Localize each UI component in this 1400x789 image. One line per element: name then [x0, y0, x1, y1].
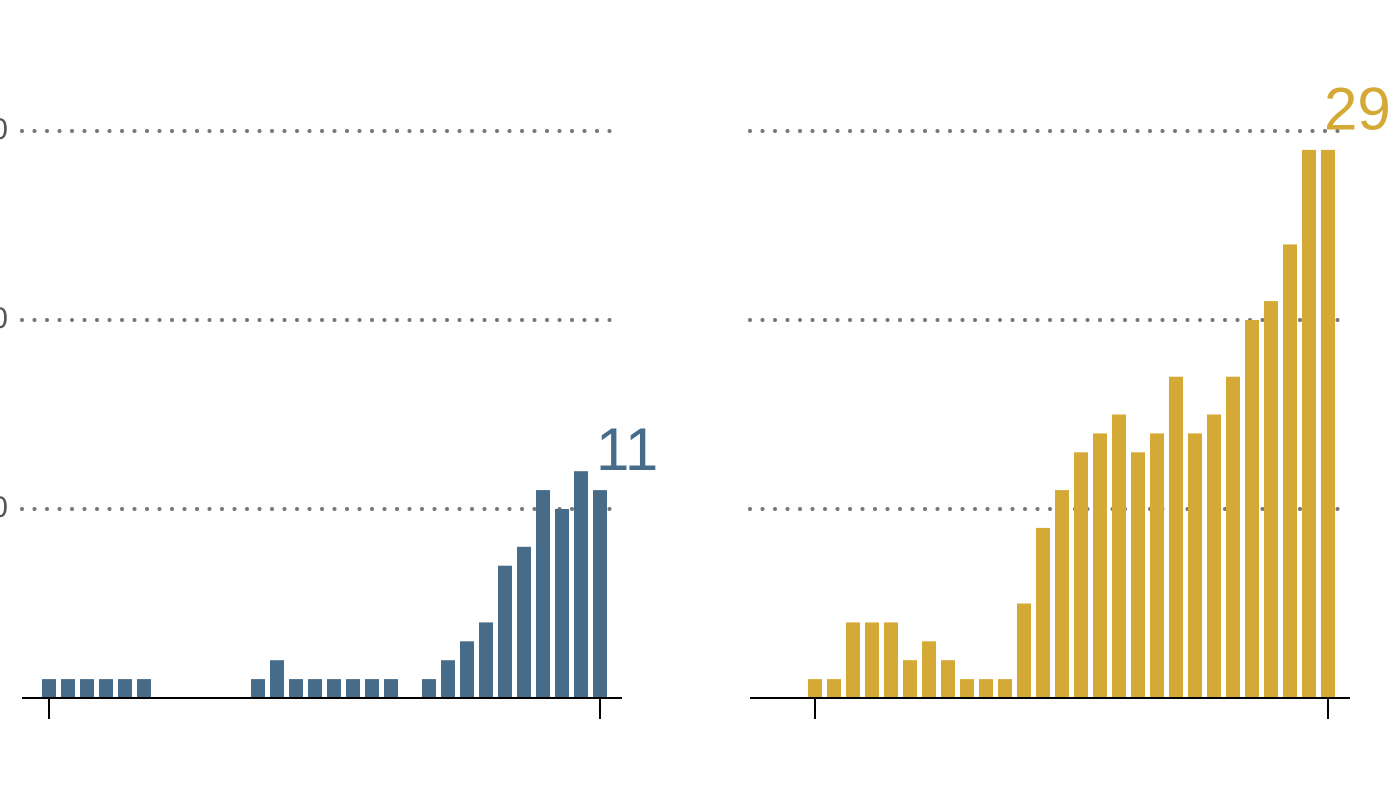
- bar: [941, 660, 955, 698]
- bar: [1036, 527, 1050, 698]
- bar: [61, 679, 75, 698]
- bar: [1264, 301, 1278, 698]
- bar: [922, 641, 936, 698]
- bar: [42, 679, 56, 698]
- value-label: 11: [596, 416, 658, 483]
- bar: [536, 490, 550, 698]
- bar: [479, 622, 493, 698]
- bar: [960, 679, 974, 698]
- bar: [441, 660, 455, 698]
- bar: [979, 679, 993, 698]
- bar: [1245, 320, 1259, 698]
- bar: [270, 660, 284, 698]
- bar: [1131, 452, 1145, 698]
- bar: [884, 622, 898, 698]
- bar: [1302, 149, 1316, 698]
- bar: [99, 679, 113, 698]
- bar: [1226, 376, 1240, 698]
- bar: [865, 622, 879, 698]
- bar: [1055, 490, 1069, 698]
- bar: [118, 679, 132, 698]
- bar: [1321, 149, 1335, 698]
- bar: [251, 679, 265, 698]
- bar: [555, 509, 569, 698]
- bar: [1150, 433, 1164, 698]
- bar: [808, 679, 822, 698]
- bar: [827, 679, 841, 698]
- bar: [1017, 603, 1031, 698]
- bar: [1169, 376, 1183, 698]
- bar: [346, 679, 360, 698]
- bar: [460, 641, 474, 698]
- bar: [308, 679, 322, 698]
- value-label: 29: [1324, 76, 1391, 143]
- bar: [289, 679, 303, 698]
- bar: [903, 660, 917, 698]
- y-tick-label: 30: [0, 113, 8, 146]
- y-tick-label: 10: [0, 491, 8, 524]
- bar: [498, 565, 512, 698]
- bar: [1074, 452, 1088, 698]
- bar: [80, 679, 94, 698]
- bar: [517, 546, 531, 698]
- bar: [137, 679, 151, 698]
- bar: [1207, 414, 1221, 698]
- bar: [1112, 414, 1126, 698]
- bar: [365, 679, 379, 698]
- bar: [574, 471, 588, 698]
- bar: [846, 622, 860, 698]
- bar: [384, 679, 398, 698]
- bar: [327, 679, 341, 698]
- bar: [998, 679, 1012, 698]
- bar: [422, 679, 436, 698]
- bar: [1283, 244, 1297, 698]
- bar: [593, 490, 607, 698]
- bar: [1188, 433, 1202, 698]
- bar: [1093, 433, 1107, 698]
- y-tick-label: 20: [0, 302, 8, 335]
